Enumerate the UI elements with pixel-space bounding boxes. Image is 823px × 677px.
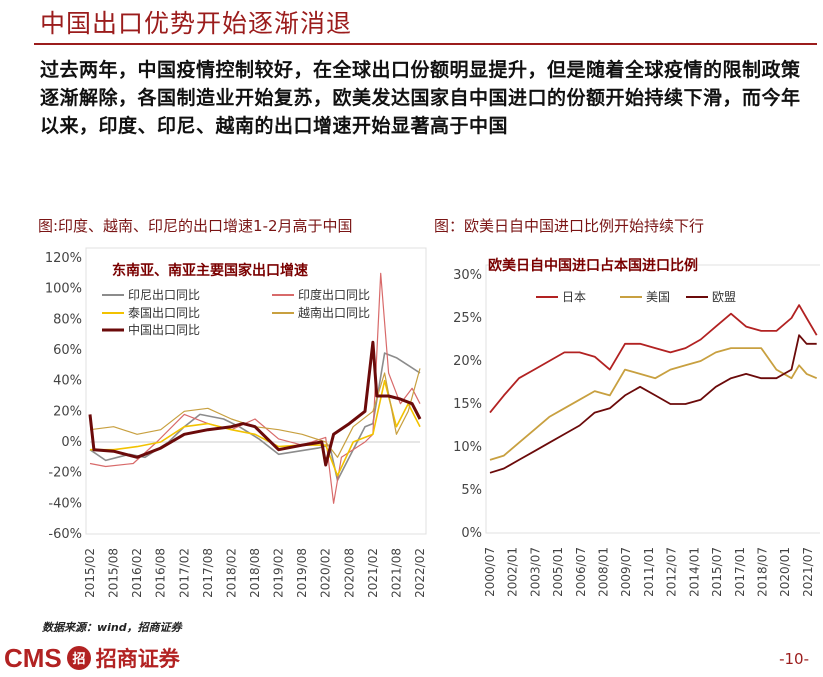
x-tick-label: 2020/02 — [319, 548, 333, 598]
y-tick-label: 60% — [53, 343, 82, 358]
y-tick-label: -40% — [48, 496, 82, 511]
x-tick-label: 2018/08 — [248, 548, 262, 598]
y-tick-label: 25% — [453, 311, 482, 326]
cms-logo: CMS 招 招商证券 — [4, 643, 180, 673]
y-tick-label: 20% — [53, 404, 82, 419]
x-tick-label: 2016/08 — [154, 548, 168, 598]
x-tick-label: 2020/01 — [778, 547, 792, 597]
legend-label: 日本 — [562, 290, 586, 304]
legend-label: 欧盟 — [712, 290, 736, 304]
plot-area — [85, 247, 427, 535]
x-tick-label: 2012/07 — [665, 547, 679, 597]
y-tick-label: 100% — [45, 282, 82, 297]
series-line-3 — [489, 334, 817, 474]
left-chart-caption: 图:印度、越南、印尼的出口增速1-2月高于中国 — [38, 217, 353, 235]
x-tick-label: 2015/02 — [83, 548, 97, 598]
y-tick-label: 20% — [453, 354, 482, 369]
series-line-3 — [90, 379, 421, 477]
x-tick-label: 2021/07 — [801, 547, 815, 597]
china-import-share-chart: 30% 25% 20% 15% 10% 5% 0%2000/07 2002/01 2003/07… — [453, 257, 820, 597]
y-tick-label: 0% — [461, 526, 482, 541]
x-tick-label: 2017/01 — [733, 547, 747, 597]
x-tick-label: 2009/07 — [619, 547, 633, 597]
chart-title: 欧美日自中国进口占本国进口比例 — [488, 257, 698, 274]
x-tick-label: 2015/08 — [107, 548, 121, 598]
x-tick-label: 2006/07 — [574, 547, 588, 597]
series-line-5 — [88, 340, 422, 467]
x-tick-label: 2000/07 — [483, 547, 497, 597]
title-divider — [34, 43, 817, 45]
logo-emblem-icon: 招 — [66, 646, 91, 670]
legend-label: 印度出口同比 — [298, 287, 370, 302]
x-tick-label: 2011/01 — [642, 547, 656, 597]
y-tick-label: 5% — [461, 483, 482, 498]
y-tick-label: -20% — [48, 466, 82, 481]
y-tick-label: 120% — [45, 251, 82, 266]
chart-title: 东南亚、南亚主要国家出口增速 — [112, 262, 308, 279]
x-tick-label: 2022/02 — [413, 548, 427, 598]
x-tick-label: 2020/08 — [342, 548, 356, 598]
page-title: 中国出口优势开始逐渐消退 — [40, 9, 353, 38]
x-tick-label: 2017/08 — [201, 548, 215, 598]
right-chart-caption: 图：欧美日自中国进口比例开始持续下行 — [434, 217, 705, 235]
series-line-4 — [89, 368, 421, 458]
data-source: 数据来源：wind，招商证券 — [42, 621, 182, 634]
y-tick-label: 40% — [53, 374, 82, 389]
summary-text: 过去两年，中国疫情控制较好，在全球出口份额明显提升，但是随着全球疫情的限制政策逐… — [40, 59, 801, 137]
y-tick-label: 10% — [453, 440, 482, 455]
x-tick-label: 2021/08 — [389, 548, 403, 598]
logo-latin: CMS — [4, 642, 62, 673]
y-tick-label: 80% — [53, 312, 82, 327]
x-tick-label: 2019/02 — [272, 548, 286, 598]
x-tick-label: 2014/01 — [687, 547, 701, 597]
logo-chinese: 招商证券 — [95, 647, 180, 671]
legend-label: 泰国出口同比 — [128, 306, 200, 320]
plot-area — [485, 264, 820, 534]
series-line-2 — [89, 272, 421, 504]
legend-label: 印尼出口同比 — [128, 288, 200, 302]
x-tick-label: 2016/02 — [130, 548, 144, 598]
page-number: -10- — [779, 650, 809, 668]
x-tick-label: 2008/01 — [597, 547, 611, 597]
y-tick-label: 30% — [453, 268, 482, 283]
export-growth-chart: 120%100%80%60%40%20%0%-20%-40%-60%2015/0… — [45, 247, 427, 598]
x-tick-label: 2003/07 — [528, 547, 542, 597]
series-line-1 — [489, 304, 818, 414]
x-tick-label: 2002/01 — [506, 547, 520, 597]
x-tick-label: 2005/01 — [551, 547, 565, 597]
x-tick-label: 2018/07 — [755, 547, 769, 597]
x-tick-label: 2019/08 — [295, 548, 309, 598]
legend-label: 美国 — [646, 290, 670, 304]
x-tick-label: 2015/07 — [710, 547, 724, 597]
x-tick-label: 2021/02 — [366, 548, 380, 598]
legend-label: 中国出口同比 — [128, 322, 200, 337]
series-line-2 — [489, 347, 818, 461]
y-tick-label: 0% — [61, 435, 82, 450]
y-tick-label: 15% — [453, 397, 482, 412]
x-tick-label: 2018/02 — [224, 548, 238, 598]
y-tick-label: -60% — [48, 527, 82, 542]
legend-label: 越南出口同比 — [298, 305, 370, 320]
logo-glyph: 招 — [72, 651, 85, 667]
x-tick-label: 2017/02 — [177, 548, 191, 598]
